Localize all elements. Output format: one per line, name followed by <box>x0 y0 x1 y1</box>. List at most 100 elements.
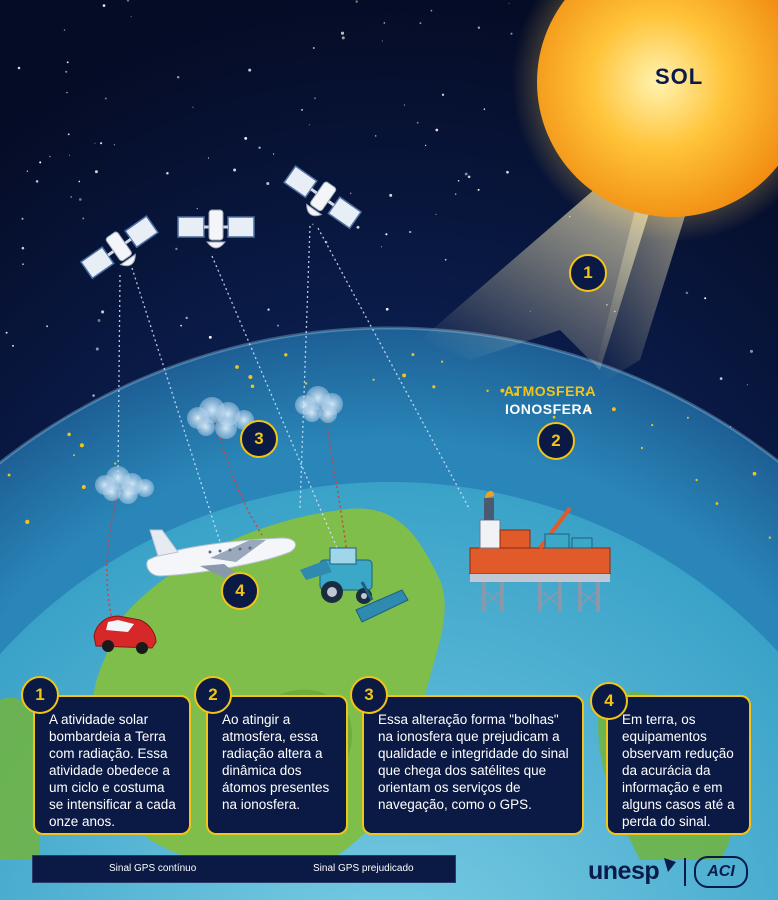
star <box>435 128 439 132</box>
star <box>266 182 270 185</box>
star <box>78 180 81 183</box>
ionosphere-particle <box>79 443 84 448</box>
star <box>65 70 68 73</box>
impaired-signal-lines <box>106 411 349 621</box>
star <box>26 170 29 172</box>
star <box>94 142 96 144</box>
star <box>113 144 116 146</box>
ionosphere-particle <box>372 378 375 381</box>
star <box>308 124 310 126</box>
ionosphere-particle <box>248 374 253 380</box>
ionosphere-particle <box>715 502 719 505</box>
star <box>39 161 42 164</box>
step-box-1: A atividade solar bombardeia a Terra com… <box>33 695 191 835</box>
star <box>176 75 180 79</box>
star <box>383 22 386 24</box>
ionosphere-particle <box>250 384 255 388</box>
aci-logo: ACI <box>694 856 748 888</box>
star <box>685 291 689 295</box>
star <box>381 40 383 42</box>
star <box>704 297 707 300</box>
signal-legend: Sinal GPS contínuo Sinal GPS prejudicado <box>32 855 456 883</box>
star <box>21 217 24 220</box>
star <box>70 195 73 198</box>
ionosphere-particle <box>432 385 436 389</box>
star <box>729 426 732 428</box>
star <box>46 325 49 328</box>
star <box>100 142 103 145</box>
star <box>746 384 749 386</box>
legend-impaired-label: Sinal GPS prejudicado <box>313 863 414 874</box>
satellite-center-icon <box>177 209 255 249</box>
satellite-right-icon <box>283 165 363 230</box>
ionosphere-particle <box>514 392 518 396</box>
star <box>409 230 412 234</box>
star <box>464 172 468 176</box>
ionosphere-particle <box>402 373 407 378</box>
ionosphere-particle <box>552 415 556 419</box>
star <box>301 109 303 111</box>
ionosphere-particle <box>284 353 288 357</box>
star <box>22 263 24 266</box>
star <box>356 225 360 229</box>
step-number-2: 2 <box>194 676 232 714</box>
ionosphere-particle <box>304 382 308 385</box>
star <box>341 36 345 40</box>
step-box-3: Essa alteração forma "bolhas" na ionosfe… <box>362 695 584 835</box>
star <box>175 247 178 251</box>
unesp-logo: unesp <box>588 857 660 885</box>
star <box>196 208 198 210</box>
star <box>35 180 39 183</box>
ionosphere-particle <box>411 353 415 357</box>
star <box>104 97 107 100</box>
star <box>49 155 51 158</box>
ionosphere-particle <box>500 388 505 393</box>
star <box>314 97 316 100</box>
star <box>749 349 754 353</box>
star <box>424 144 427 147</box>
step-box-4: Em terra, os equipamentos observam reduç… <box>606 695 751 835</box>
step-number-4: 4 <box>590 682 628 720</box>
continuous-signal-lines <box>117 225 471 556</box>
ionosphere-particle <box>67 432 71 437</box>
star <box>455 193 457 195</box>
star <box>233 168 237 172</box>
star <box>192 106 194 108</box>
marker-bubbles: 3 <box>240 420 278 458</box>
star <box>180 324 182 327</box>
ionosphere-particle <box>235 365 239 369</box>
sun-label: SOL <box>655 64 704 89</box>
ionospheric-bubbles <box>95 386 343 504</box>
continent-left-edge <box>0 697 40 860</box>
star <box>403 104 405 106</box>
ionosphere-particle <box>114 462 117 465</box>
star <box>207 157 210 159</box>
star <box>130 15 132 18</box>
star <box>66 61 69 64</box>
star <box>457 179 460 182</box>
ionosphere-particle <box>586 406 591 412</box>
ionosphere-particle <box>486 389 489 392</box>
ionosphere-particle <box>25 519 30 525</box>
ionosphere-particle <box>612 407 616 412</box>
star <box>441 93 445 96</box>
star <box>102 4 106 7</box>
star <box>97 319 101 322</box>
star <box>101 310 105 314</box>
star <box>94 170 98 174</box>
star <box>719 377 723 380</box>
star <box>430 9 433 12</box>
star <box>385 233 388 236</box>
car-icon <box>93 615 157 654</box>
star <box>67 133 70 136</box>
marker-ionosphere: 2 <box>537 422 575 460</box>
ionosphere-particle <box>651 424 654 427</box>
star <box>126 0 130 2</box>
star <box>444 258 447 261</box>
ionosphere-particle <box>640 446 643 450</box>
step-text-2: Ao atingir a atmosfera, essa radiação al… <box>222 712 330 812</box>
star <box>477 26 481 29</box>
ionosphere-label: IONOSFERA <box>505 401 593 417</box>
star <box>374 135 377 137</box>
star <box>276 324 280 327</box>
